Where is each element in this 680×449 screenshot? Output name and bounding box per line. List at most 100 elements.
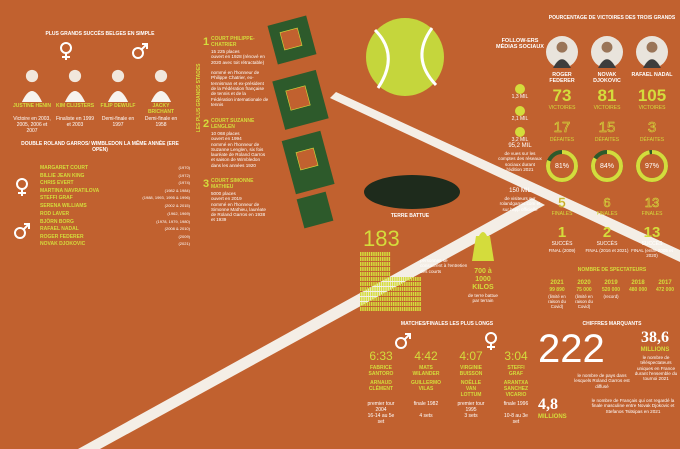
- female-icon: [485, 332, 497, 350]
- court-fact: ouvert en 1928 (rénové en 2020 avec toit…: [211, 54, 265, 65]
- social-icon: [515, 127, 525, 137]
- match-time: 4:42: [414, 349, 438, 363]
- person-icon: [404, 292, 406, 296]
- person-icon: [388, 302, 391, 306]
- player-years: (1982 & 1984): [164, 187, 190, 193]
- person-icon: [375, 287, 377, 291]
- person-icon: [393, 297, 395, 301]
- player-name: ROGER FEDERER: [40, 233, 84, 240]
- person-icon: [373, 307, 375, 311]
- person-icon: [366, 287, 369, 291]
- player-name: KIM CLIJSTERS: [55, 103, 95, 109]
- titles: 1: [557, 224, 567, 241]
- person-icon: [384, 292, 386, 296]
- staff-text: personnes se consacrent à l'entretien de…: [420, 258, 468, 274]
- person-icon: [395, 292, 397, 296]
- person-icon: [415, 277, 417, 281]
- section-title: LES PLUS GRANDS STADES: [196, 63, 203, 133]
- male-icon: [395, 333, 411, 349]
- person-icon: [399, 302, 402, 306]
- person-icon: [384, 287, 386, 291]
- donut: [636, 150, 668, 182]
- person-icon: [373, 302, 375, 306]
- person-icon: [404, 302, 406, 306]
- person-icon: [406, 287, 408, 291]
- cross: [62, 53, 70, 60]
- person-icon: [377, 272, 380, 276]
- person-icon: [368, 262, 371, 266]
- court-number: 1: [203, 36, 210, 48]
- person-icon: [419, 297, 421, 301]
- person-icon: [401, 307, 404, 311]
- person-icon: [377, 292, 380, 296]
- person-icon: [384, 297, 386, 301]
- person-icon: [388, 272, 391, 276]
- person-icon: [366, 292, 369, 296]
- person-icon: [386, 252, 388, 256]
- person-icon: [388, 297, 391, 301]
- player-photo: [107, 69, 129, 102]
- person-icon: [371, 282, 373, 286]
- person-icon: [373, 257, 375, 261]
- person-icon: [375, 272, 377, 276]
- person-icon: [364, 272, 366, 276]
- person-icon: [401, 302, 404, 306]
- person-icon: [399, 282, 402, 286]
- label: DÉFAITES: [549, 137, 575, 143]
- player-years: (2002 & 2015): [164, 202, 190, 208]
- person-icon: [406, 277, 408, 281]
- person-icon: [399, 297, 402, 301]
- person-icon: [362, 277, 364, 281]
- person-icon: [386, 272, 388, 276]
- spectator-value: 520 000: [601, 287, 621, 293]
- female-icon: [60, 42, 72, 60]
- person-icon: [410, 307, 413, 311]
- person-icon: [360, 287, 362, 291]
- court-number: 2: [203, 118, 210, 130]
- person-icon: [393, 282, 395, 286]
- person-icon: [377, 257, 380, 261]
- finals: 5: [558, 195, 566, 210]
- wins: 81: [597, 86, 617, 105]
- person-icon: [404, 297, 406, 301]
- person-icon: [417, 297, 419, 301]
- player-name: VIRGINIE BUISSON: [459, 365, 483, 377]
- person-icon: [360, 307, 362, 311]
- person-icon: [368, 302, 371, 306]
- year: 2017: [658, 280, 672, 286]
- player-name: STEFFI GRAF: [40, 195, 73, 201]
- person-icon: [408, 307, 410, 311]
- person-icon: [384, 277, 386, 281]
- person-icon: [419, 307, 421, 311]
- person-icon: [410, 302, 413, 306]
- person-icon: [364, 267, 366, 271]
- person-icon: [379, 287, 382, 291]
- person-icon: [377, 297, 380, 301]
- year: 2021: [550, 280, 564, 286]
- person-icon: [366, 307, 369, 311]
- person-icon: [404, 277, 406, 281]
- person-icon: [390, 307, 393, 311]
- person-icon: [390, 302, 393, 306]
- person-icon: [404, 282, 406, 286]
- person-icon: [379, 292, 382, 296]
- person-icon: [379, 282, 382, 286]
- court-name: COURT SUZANNE LENGLEN: [211, 118, 255, 130]
- person-icon: [373, 297, 375, 301]
- section-title: MATCHES/FINALES LES PLUS LONGS: [400, 321, 494, 327]
- social-icon: [515, 106, 525, 116]
- viewers-text: le nombre de téléspectateurs uniques en …: [634, 355, 678, 382]
- person-icon: [390, 297, 393, 301]
- person-icon: [388, 287, 391, 291]
- male-icon: [14, 223, 30, 239]
- person-icon: [408, 277, 410, 281]
- losses: 15: [598, 119, 616, 137]
- person-icon: [386, 287, 388, 291]
- body: [553, 59, 571, 68]
- person-icon: [371, 252, 373, 256]
- person-icon: [362, 282, 364, 286]
- head: [25, 69, 39, 83]
- head: [154, 69, 168, 83]
- person-icon: [364, 252, 366, 256]
